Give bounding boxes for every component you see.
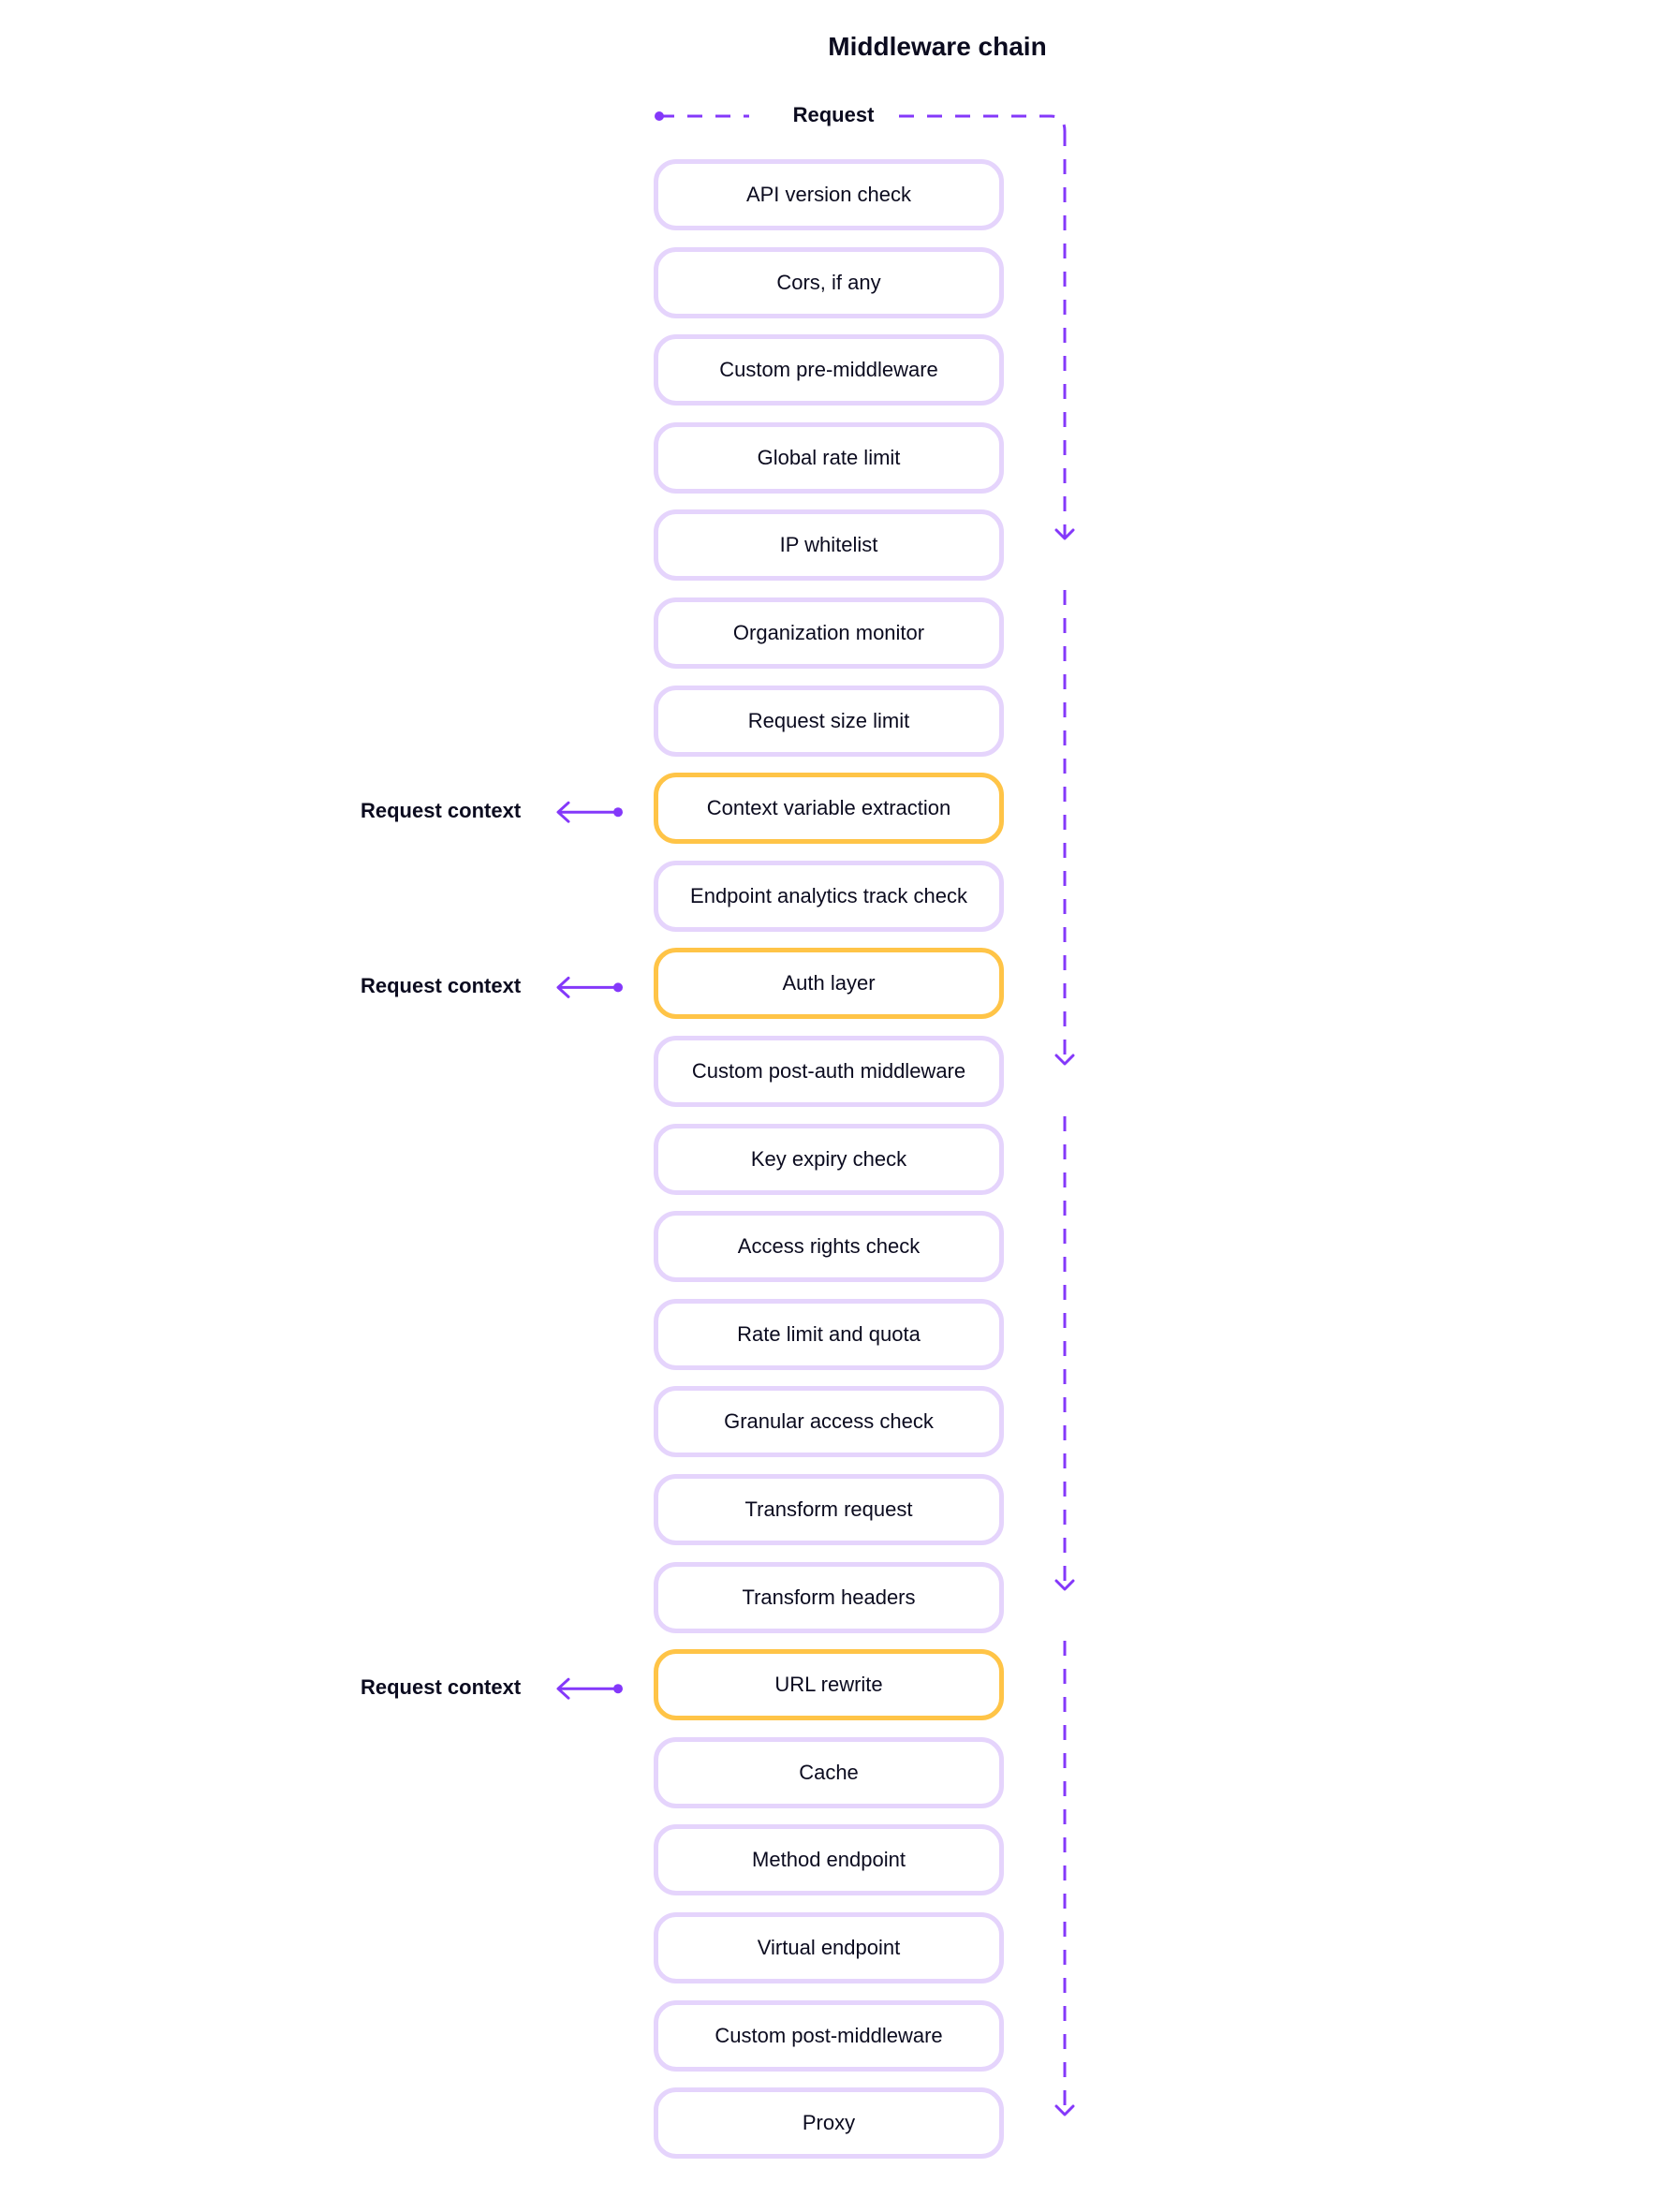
step-label: Transform request — [744, 1497, 913, 1521]
middleware-step: Cors, if any — [654, 246, 1004, 318]
middleware-step: Method endpoint — [654, 1824, 1004, 1896]
middleware-step: Custom post-auth middleware — [654, 1036, 1004, 1107]
middleware-step: URL rewrite — [654, 1649, 1004, 1721]
step-label: Request size limit — [747, 708, 910, 732]
middleware-step: Transform headers — [654, 1561, 1004, 1633]
step-label: Auth layer — [782, 971, 876, 995]
middleware-step: Request size limit — [654, 685, 1004, 757]
middleware-step: Custom post-middleware — [654, 1999, 1004, 2072]
arrow-down-icon — [1054, 528, 1075, 540]
step-label: Proxy — [802, 2111, 856, 2135]
context-arrow-dot — [613, 807, 623, 818]
request-dash-right — [899, 114, 1067, 132]
diagram-title: Middleware chain — [0, 32, 1665, 62]
step-label: Transform headers — [742, 1585, 916, 1609]
arrow-down-icon — [1054, 1579, 1075, 1591]
arrow-left-icon — [556, 801, 570, 823]
step-label: URL rewrite — [774, 1673, 883, 1697]
middleware-step: Proxy — [654, 2087, 1004, 2160]
step-label: Method endpoint — [752, 1848, 906, 1872]
step-label: API version check — [745, 183, 912, 206]
request-context-label: Request context — [361, 1675, 522, 1700]
context-arrow-dot — [613, 1684, 623, 1694]
step-label: Granular access check — [724, 1409, 934, 1434]
middleware-step: Context variable extraction — [654, 773, 1004, 845]
arrow-left-icon — [556, 976, 570, 998]
middleware-step: Global rate limit — [654, 421, 1004, 494]
middleware-step: IP whitelist — [654, 509, 1004, 582]
step-label: Rate limit and quota — [737, 1321, 921, 1346]
title-text: Middleware chain — [828, 32, 1047, 61]
step-label: Cors, if any — [776, 270, 881, 294]
step-label: IP whitelist — [779, 533, 878, 557]
arrow-left-icon — [556, 1677, 570, 1700]
step-label: Custom post-middleware — [715, 2023, 943, 2047]
step-label: Custom post-auth middleware — [691, 1059, 966, 1083]
step-label: Cache — [799, 1760, 859, 1784]
middleware-step: Key expiry check — [654, 1123, 1004, 1195]
step-label: Custom pre-middleware — [719, 358, 938, 382]
middleware-step: Virtual endpoint — [654, 1912, 1004, 1983]
middleware-step: Endpoint analytics track check — [654, 860, 1004, 932]
middleware-step: Rate limit and quota — [654, 1298, 1004, 1370]
step-label: Organization monitor — [732, 621, 925, 644]
request-context-label: Request context — [361, 799, 522, 823]
step-label: Access rights check — [737, 1234, 921, 1259]
step-label: Global rate limit — [757, 445, 901, 469]
step-label: Endpoint analytics track check — [690, 883, 967, 907]
middleware-step: Granular access check — [654, 1386, 1004, 1458]
context-arrow-dot — [613, 982, 623, 993]
arrow-down-icon — [1054, 2104, 1075, 2116]
request-label: Request — [792, 103, 875, 126]
middleware-step: API version check — [654, 159, 1004, 230]
step-label: Virtual endpoint — [757, 1936, 901, 1959]
middleware-step: Transform request — [654, 1474, 1004, 1545]
middleware-step: Cache — [654, 1736, 1004, 1808]
arrow-down-icon — [1054, 1054, 1075, 1066]
middleware-step: Auth layer — [654, 948, 1004, 1020]
step-label: Context variable extraction — [706, 796, 951, 820]
middleware-step: Custom pre-middleware — [654, 334, 1004, 406]
request-context-label: Request context — [361, 974, 522, 998]
step-label: Key expiry check — [750, 1146, 907, 1171]
middleware-step: Organization monitor — [654, 597, 1004, 669]
middleware-step: Access rights check — [654, 1211, 1004, 1283]
